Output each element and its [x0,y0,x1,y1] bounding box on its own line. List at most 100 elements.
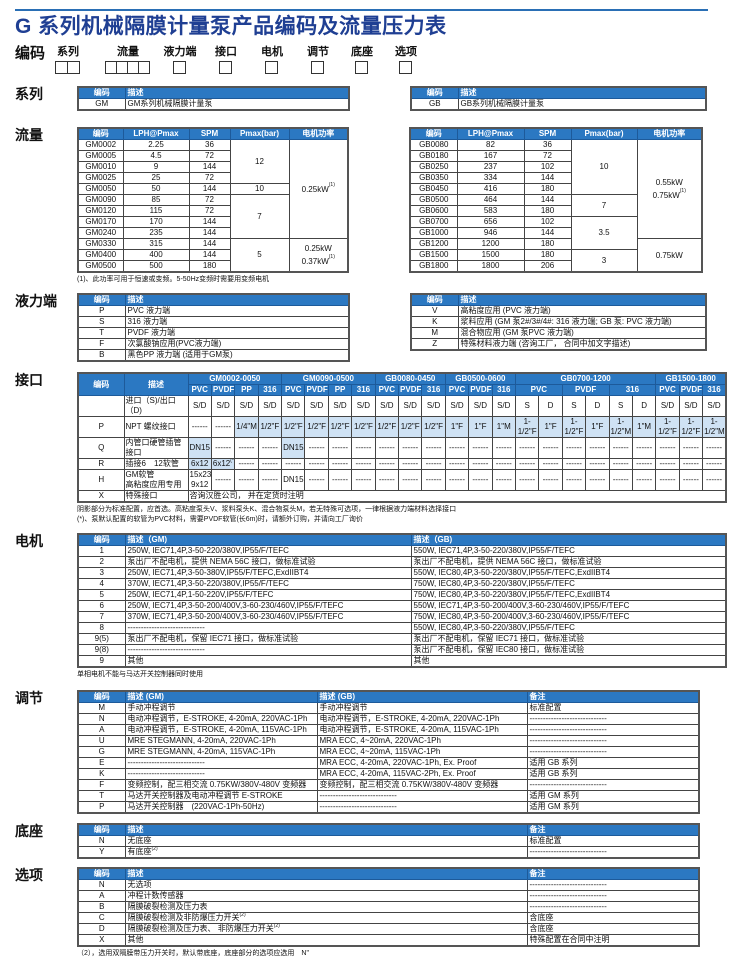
connection-cell: ------ [561,469,587,491]
remark-cell: ----------------------------- [526,746,700,758]
lph-cell: 9 [122,161,190,173]
material-header: 316 [702,384,727,396]
code-input-box[interactable] [67,61,80,74]
cell-text: 无选项 [127,880,152,890]
connection-cell: 15x23 9x12 [187,469,212,491]
code-cell: F [77,779,126,791]
lph-cell: 167 [456,150,525,162]
gb-description-cell: 其他 [410,655,727,668]
gm-description-cell: MRE STEGMANN, 4-20mA, 220VAC-1Ph [124,735,318,747]
power-line: 0.25kW [292,242,346,255]
connection-cell: ------ [421,458,446,470]
remark-cell: ----------------------------- [526,846,700,859]
code-cell: M [77,702,126,714]
table-row: GM0240 235 144 [77,227,348,239]
connection-cell: S/D [257,395,283,417]
gb-description-cell: 电动冲程调节，E-STROKE, 4-20mA, 220VAC-1Ph [316,713,528,725]
column-header: 编码 [77,86,126,99]
code-cell: GM [77,98,126,111]
remark-cell: 标准配置 [526,702,700,714]
connection-cell: ------ [398,458,423,470]
column-header: 编码 [77,372,125,396]
material-header: PVDF [398,384,423,396]
material-header: PVC [514,384,563,396]
spm-cell: 180 [523,205,572,217]
code-cell: N [77,713,126,725]
column-header: 编码 [77,533,126,546]
remark-cell: ----------------------------- [526,879,700,891]
code-cell: B [77,349,126,362]
table-row: C 隔膜破裂检测及非防爆压力开关(2) 含底座 [77,912,700,924]
code-input-box[interactable] [138,61,150,74]
footnote-marker: (*) [230,458,234,464]
interface-table: 编码 描述 GM0002-0050 GM0090-0500 GB0080-0450 GB0… [77,372,727,503]
table-row: K 浆料应用 (GM 泵2#/3#/4#: 316 液力端; GB 泵: PVC … [410,316,707,328]
table-row: F 次氯酸钠应用(PVC液力端) [77,338,350,350]
connection-cell: ------ [257,469,283,491]
material-header: PVDF [210,384,236,396]
lph-cell: 464 [456,194,525,206]
description-cell: 有底座(2) [124,846,528,859]
description-cell: 黑色PP 液力端 (适用于GM泵) [124,349,350,362]
gm-description-cell: 370W, IEC71,4P,3-50-200/400V,3-60-230/46… [124,611,412,623]
section-series: 系列 编码 描述 GM GM系列机械隔膜计量泵 编码 描述 GB GB系列机械隔膜计量泵 [0,86,750,111]
table-row: 6 250W, IEC71,4P,3-50-200/400V,3-60-230/4… [77,600,727,612]
code-input-box[interactable] [311,61,324,74]
connection-cell: ------ [468,469,493,491]
connection-cell: S/D [234,395,259,417]
code-input-box[interactable] [265,61,278,74]
remark-cell: 适用 GB 系列 [526,768,700,780]
table-row: 8 ----------------------------- 550W, IEC8… [77,622,727,634]
code-input-box[interactable] [173,61,186,74]
table-row: GM0002 2.25 36 12 0.25kW(1) [77,139,349,239]
connection-cell: ------ [702,469,727,491]
footnote-marker: (1) [328,181,335,188]
code-boxes [296,61,340,74]
table-row: B 隔膜破裂检测及压力表 ----------------------------- [77,901,700,913]
connection-cell: S [514,395,540,417]
code-field-label: 底座 [351,46,373,58]
model-code-cell: GM0120 [77,205,124,217]
model-code-cell: GM0170 [77,216,124,228]
lph-cell: 237 [456,161,525,173]
material-header: 316 [608,384,657,396]
motor-power-cell: 0.25kW 0.37kW(1) [288,238,349,273]
connection-cell: ------ [631,458,657,470]
table-row: 7 370W, IEC71,4P,3-50-200/400V,3-60-230/4… [77,611,727,623]
section-label-liquid-end: 液力端 [15,293,57,309]
code-boxes [204,61,248,74]
footnote-marker: (2) [239,912,246,918]
connection-cell: ------ [678,469,704,491]
cell-text: 其他 [127,935,144,944]
model-code-cell: GM0002 [77,139,124,151]
connection-cell: 1"F [468,416,493,438]
power-line: 0.37kW(1) [292,255,346,268]
connection-cell: ------ [351,437,376,459]
code-cell: G [77,746,126,758]
model-code-cell: GB0350 [409,172,458,184]
table-row: M 手动冲程调节 手动冲程调节 标准配置 [77,702,700,714]
column-header: 编码 [77,867,126,880]
code-input-box[interactable] [399,61,412,74]
gb-description-cell: MRA ECC, 4~20mA, 115VAC-1Ph [316,746,528,758]
liquid-end-table-left: 编码 描述 P PVC 液力端 S 316 液力端 T PVDF 液力端 F 次氯酸钠应用(PVC… [77,293,350,362]
power-line: 0.75kW [640,249,700,262]
remark-cell: 含底座 [526,923,700,935]
spm-cell: 206 [523,260,572,273]
code-cell: E [77,757,126,769]
model-group-header: GB0080-0450 [374,372,446,385]
connection-cell: ------ [491,458,516,470]
spm-cell: 72 [188,172,231,184]
code-input-box[interactable] [355,61,368,74]
lph-cell: 334 [456,172,525,184]
table-row: P 马达开关控制器 (220VAC-1Ph-50Hz) --------------… [77,801,700,814]
table-row: E ----------------------------- MRA ECC, 4… [77,757,700,769]
table-row: GM0500 500 180 [77,260,348,273]
code-input-box[interactable] [219,61,232,74]
table-row: N 电动冲程调节，E-STROKE, 4-20mA, 220VAC-1Ph 电动冲程… [77,713,700,725]
power-line: 0.25kW(1) [292,181,346,196]
connection-cell: S/D [327,395,353,417]
column-header: 编码 [77,823,126,836]
connection-cell: ------ [210,437,236,459]
